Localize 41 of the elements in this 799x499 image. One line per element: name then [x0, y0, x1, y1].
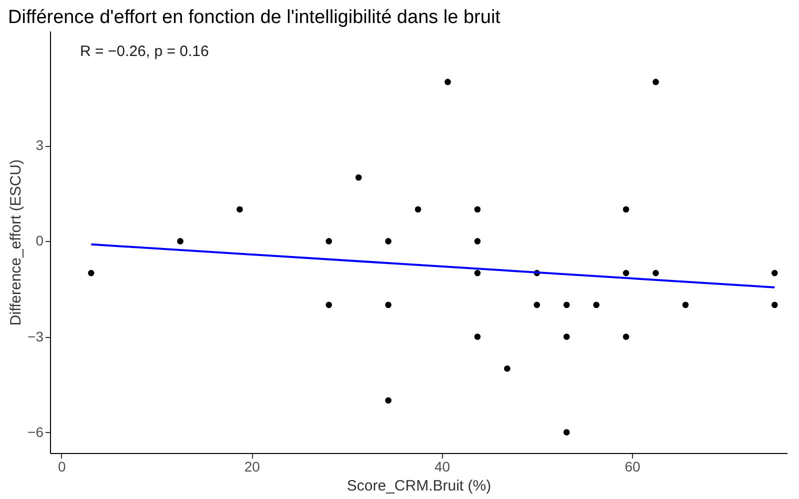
point [474, 206, 481, 213]
annotation: R = −0.26, p = 0.16 [80, 43, 209, 60]
y-tick-label: 0 [36, 232, 44, 249]
point [88, 270, 94, 276]
point [474, 334, 481, 340]
point [385, 397, 392, 404]
point [385, 302, 392, 308]
point [385, 238, 392, 244]
chart-title: Différence d'effort en fonction de l'intelligibilité dans le bruit [8, 7, 502, 28]
x-tick-label: 20 [244, 458, 260, 474]
point [682, 302, 689, 308]
point [652, 78, 659, 86]
x-tick-label: 60 [624, 458, 640, 474]
point [771, 270, 778, 276]
point [355, 174, 362, 181]
point [326, 238, 332, 244]
y-axis-title: Difference_effort (ESCU) [8, 159, 25, 326]
point [504, 365, 510, 372]
point [444, 78, 451, 86]
x-tick-label: 0 [58, 458, 66, 474]
point [474, 238, 481, 244]
point [563, 334, 570, 340]
x-tick-label: 40 [434, 458, 450, 474]
point [563, 429, 570, 436]
point [236, 206, 243, 213]
point [563, 302, 570, 308]
point [177, 238, 184, 244]
point [622, 270, 630, 276]
point [534, 302, 540, 308]
point [771, 302, 778, 308]
y-tick-label: 3 [36, 137, 44, 154]
y-tick-label: −6 [28, 424, 44, 440]
y-tick-label: −3 [28, 328, 44, 344]
point [593, 302, 600, 308]
point [622, 334, 630, 340]
point [652, 270, 659, 276]
x-axis-title: Score_CRM.Bruit (%) [346, 478, 492, 494]
point [474, 270, 481, 276]
point [414, 206, 422, 213]
point [622, 206, 630, 213]
point [326, 302, 332, 308]
